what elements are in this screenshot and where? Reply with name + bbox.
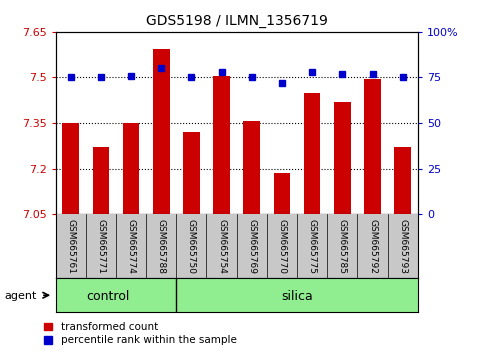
Text: GSM665792: GSM665792	[368, 219, 377, 274]
Text: GSM665774: GSM665774	[127, 219, 136, 274]
Text: GSM665793: GSM665793	[398, 219, 407, 274]
Bar	[395, 147, 411, 214]
Bar	[243, 121, 260, 214]
Bar	[274, 173, 290, 214]
Bar	[93, 147, 109, 214]
Text: GSM665769: GSM665769	[247, 219, 256, 274]
Text: GSM665785: GSM665785	[338, 219, 347, 274]
Bar	[183, 132, 199, 214]
Text: GSM665788: GSM665788	[156, 219, 166, 274]
Bar	[213, 76, 230, 214]
Text: silica: silica	[281, 290, 313, 303]
Text: GSM665750: GSM665750	[187, 219, 196, 274]
Bar	[364, 79, 381, 214]
Bar	[334, 102, 351, 214]
Text: agent: agent	[5, 291, 37, 301]
Bar	[123, 123, 139, 214]
Bar	[153, 48, 170, 214]
Text: GSM665754: GSM665754	[217, 219, 226, 274]
Bar	[62, 123, 79, 214]
Legend: transformed count, percentile rank within the sample: transformed count, percentile rank withi…	[44, 322, 236, 345]
Text: GSM665775: GSM665775	[308, 219, 317, 274]
Title: GDS5198 / ILMN_1356719: GDS5198 / ILMN_1356719	[146, 14, 327, 28]
Bar	[304, 93, 320, 214]
Text: GSM665770: GSM665770	[277, 219, 286, 274]
Text: GSM665771: GSM665771	[96, 219, 105, 274]
Text: GSM665761: GSM665761	[66, 219, 75, 274]
Text: control: control	[86, 290, 130, 303]
